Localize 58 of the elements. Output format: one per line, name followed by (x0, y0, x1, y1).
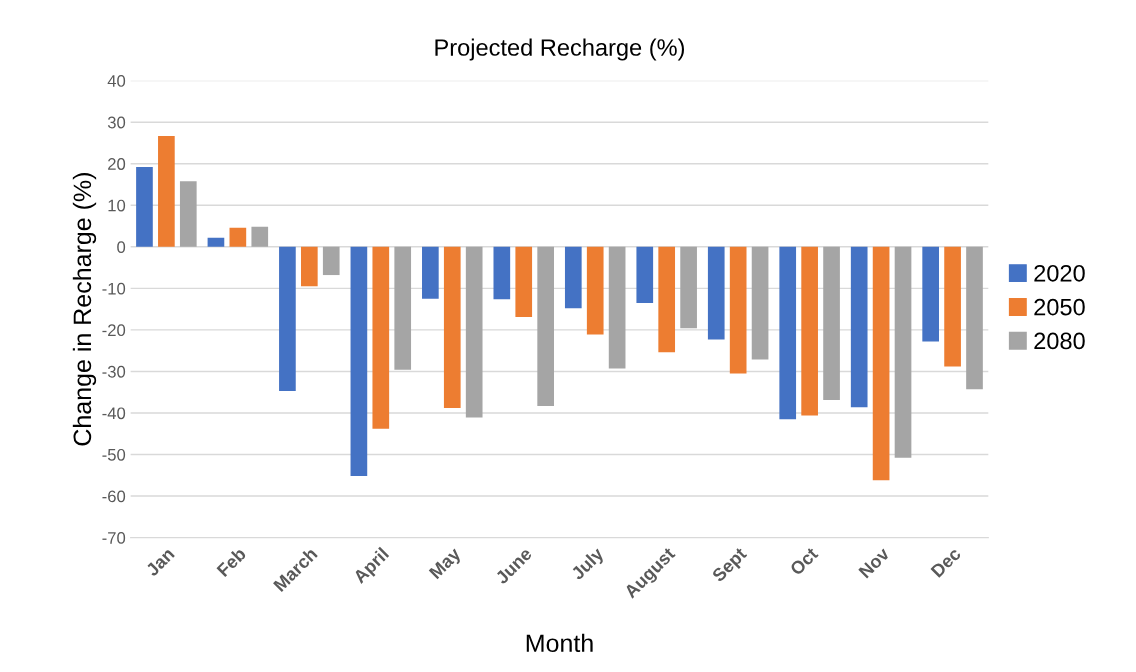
x-tick-label: Oct (789, 546, 819, 577)
legend-label: 2050 (1034, 298, 1085, 316)
bar (779, 246, 797, 420)
bar (658, 246, 676, 353)
x-tick-label: Dec (930, 546, 962, 578)
bar (251, 226, 269, 247)
y-tick-label: -30 (102, 365, 126, 378)
bar (493, 246, 511, 300)
bar (322, 246, 340, 276)
bar (894, 246, 912, 458)
x-tick-label: Jan (145, 547, 175, 578)
y-tick-label: 10 (108, 199, 126, 212)
bar (158, 135, 175, 247)
bar (394, 246, 412, 370)
x-axis-title: Month (526, 633, 593, 653)
bar (586, 246, 604, 335)
y-tick-label: 30 (107, 116, 126, 129)
legend-label: 2020 (1034, 264, 1085, 282)
bar (636, 246, 654, 303)
bar (422, 246, 439, 299)
y-tick-label: -70 (102, 532, 126, 544)
bar (801, 246, 818, 416)
bar (179, 181, 197, 247)
bar (300, 246, 318, 287)
y-tick-label: -10 (102, 282, 126, 295)
bar (515, 246, 533, 318)
bar (372, 246, 390, 429)
bar (350, 246, 368, 477)
y-tick-label: 40 (107, 75, 126, 87)
bar (207, 237, 225, 247)
bar (966, 246, 983, 390)
bar (823, 246, 840, 401)
bar (872, 246, 890, 481)
legend-label: 2080 (1034, 332, 1085, 350)
bar (443, 246, 461, 408)
bar (465, 246, 483, 418)
bar (729, 246, 747, 374)
y-axis-title: Change in Recharge (%) (72, 173, 97, 446)
bar (751, 246, 769, 360)
bar (279, 246, 296, 391)
x-tick-label: Feb (216, 546, 247, 578)
y-tick-label: 20 (108, 158, 126, 170)
bar (136, 167, 153, 247)
bar (564, 246, 582, 309)
y-tick-label: 0 (117, 241, 126, 254)
y-tick-label: -50 (102, 448, 126, 461)
bar (680, 246, 697, 329)
y-tick-label: -20 (102, 324, 126, 337)
bar (707, 246, 725, 340)
y-tick-label: -60 (102, 490, 126, 503)
bar (229, 227, 247, 247)
chart-title: Projected Recharge (%) (435, 38, 684, 61)
bar (537, 246, 554, 406)
y-tick-label: -40 (102, 407, 126, 420)
bar (608, 246, 626, 369)
bar (944, 246, 961, 367)
bar (850, 246, 868, 408)
bar (922, 246, 939, 342)
